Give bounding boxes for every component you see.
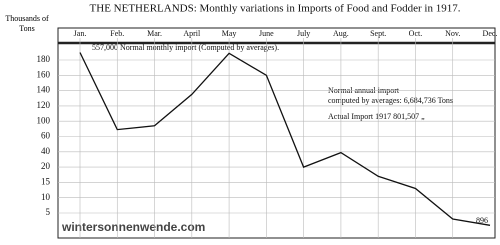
y-tick-label: 120 [37, 100, 51, 110]
x-tick-label: June [259, 29, 274, 38]
annotation: Actual Import 1917 801,507 „ [328, 112, 425, 121]
y-tick-label: 160 [37, 69, 51, 79]
x-tick-label: Oct. [409, 29, 423, 38]
annotation: 557,000 Normal monthly import (Computed … [92, 43, 279, 52]
chart-title: THE NETHERLANDS: Monthly variations in I… [90, 3, 461, 15]
y-tick-label: 5 [46, 207, 51, 217]
y-tick-label: 140 [37, 85, 51, 95]
x-tick-label: Nov. [445, 29, 460, 38]
y-axis-label: Thousands of Tons [5, 14, 49, 33]
y-tick-label: 10 [41, 192, 51, 202]
x-tick-label: Sept. [370, 29, 386, 38]
y-tick-label: 60 [41, 131, 51, 141]
data-label: 896 [476, 216, 488, 225]
y-tick-label: 100 [37, 115, 51, 125]
plot-frame [57, 27, 496, 239]
watermark: wintersonnenwende.com [61, 220, 205, 234]
x-tick-label: July [297, 29, 310, 38]
annotation: computed by averages: 6,684,736 Tons [328, 96, 453, 105]
x-tick-label: Mar. [147, 29, 162, 38]
data-line [79, 52, 491, 226]
x-tick-label: May [222, 29, 237, 38]
x-tick-label: Feb. [110, 29, 124, 38]
x-tick-label: Dec. [483, 29, 498, 38]
x-tick-label: April [183, 29, 201, 38]
x-tick-label: Jan. [74, 29, 87, 38]
y-tick-label: 180 [37, 54, 51, 64]
y-tick-label: 40 [41, 146, 51, 156]
y-tick-label: 15 [41, 176, 51, 186]
x-tick-label: Aug. [333, 29, 349, 38]
y-label-box: Thousands of Tons [5, 14, 49, 33]
y-tick-label: 20 [41, 161, 51, 171]
